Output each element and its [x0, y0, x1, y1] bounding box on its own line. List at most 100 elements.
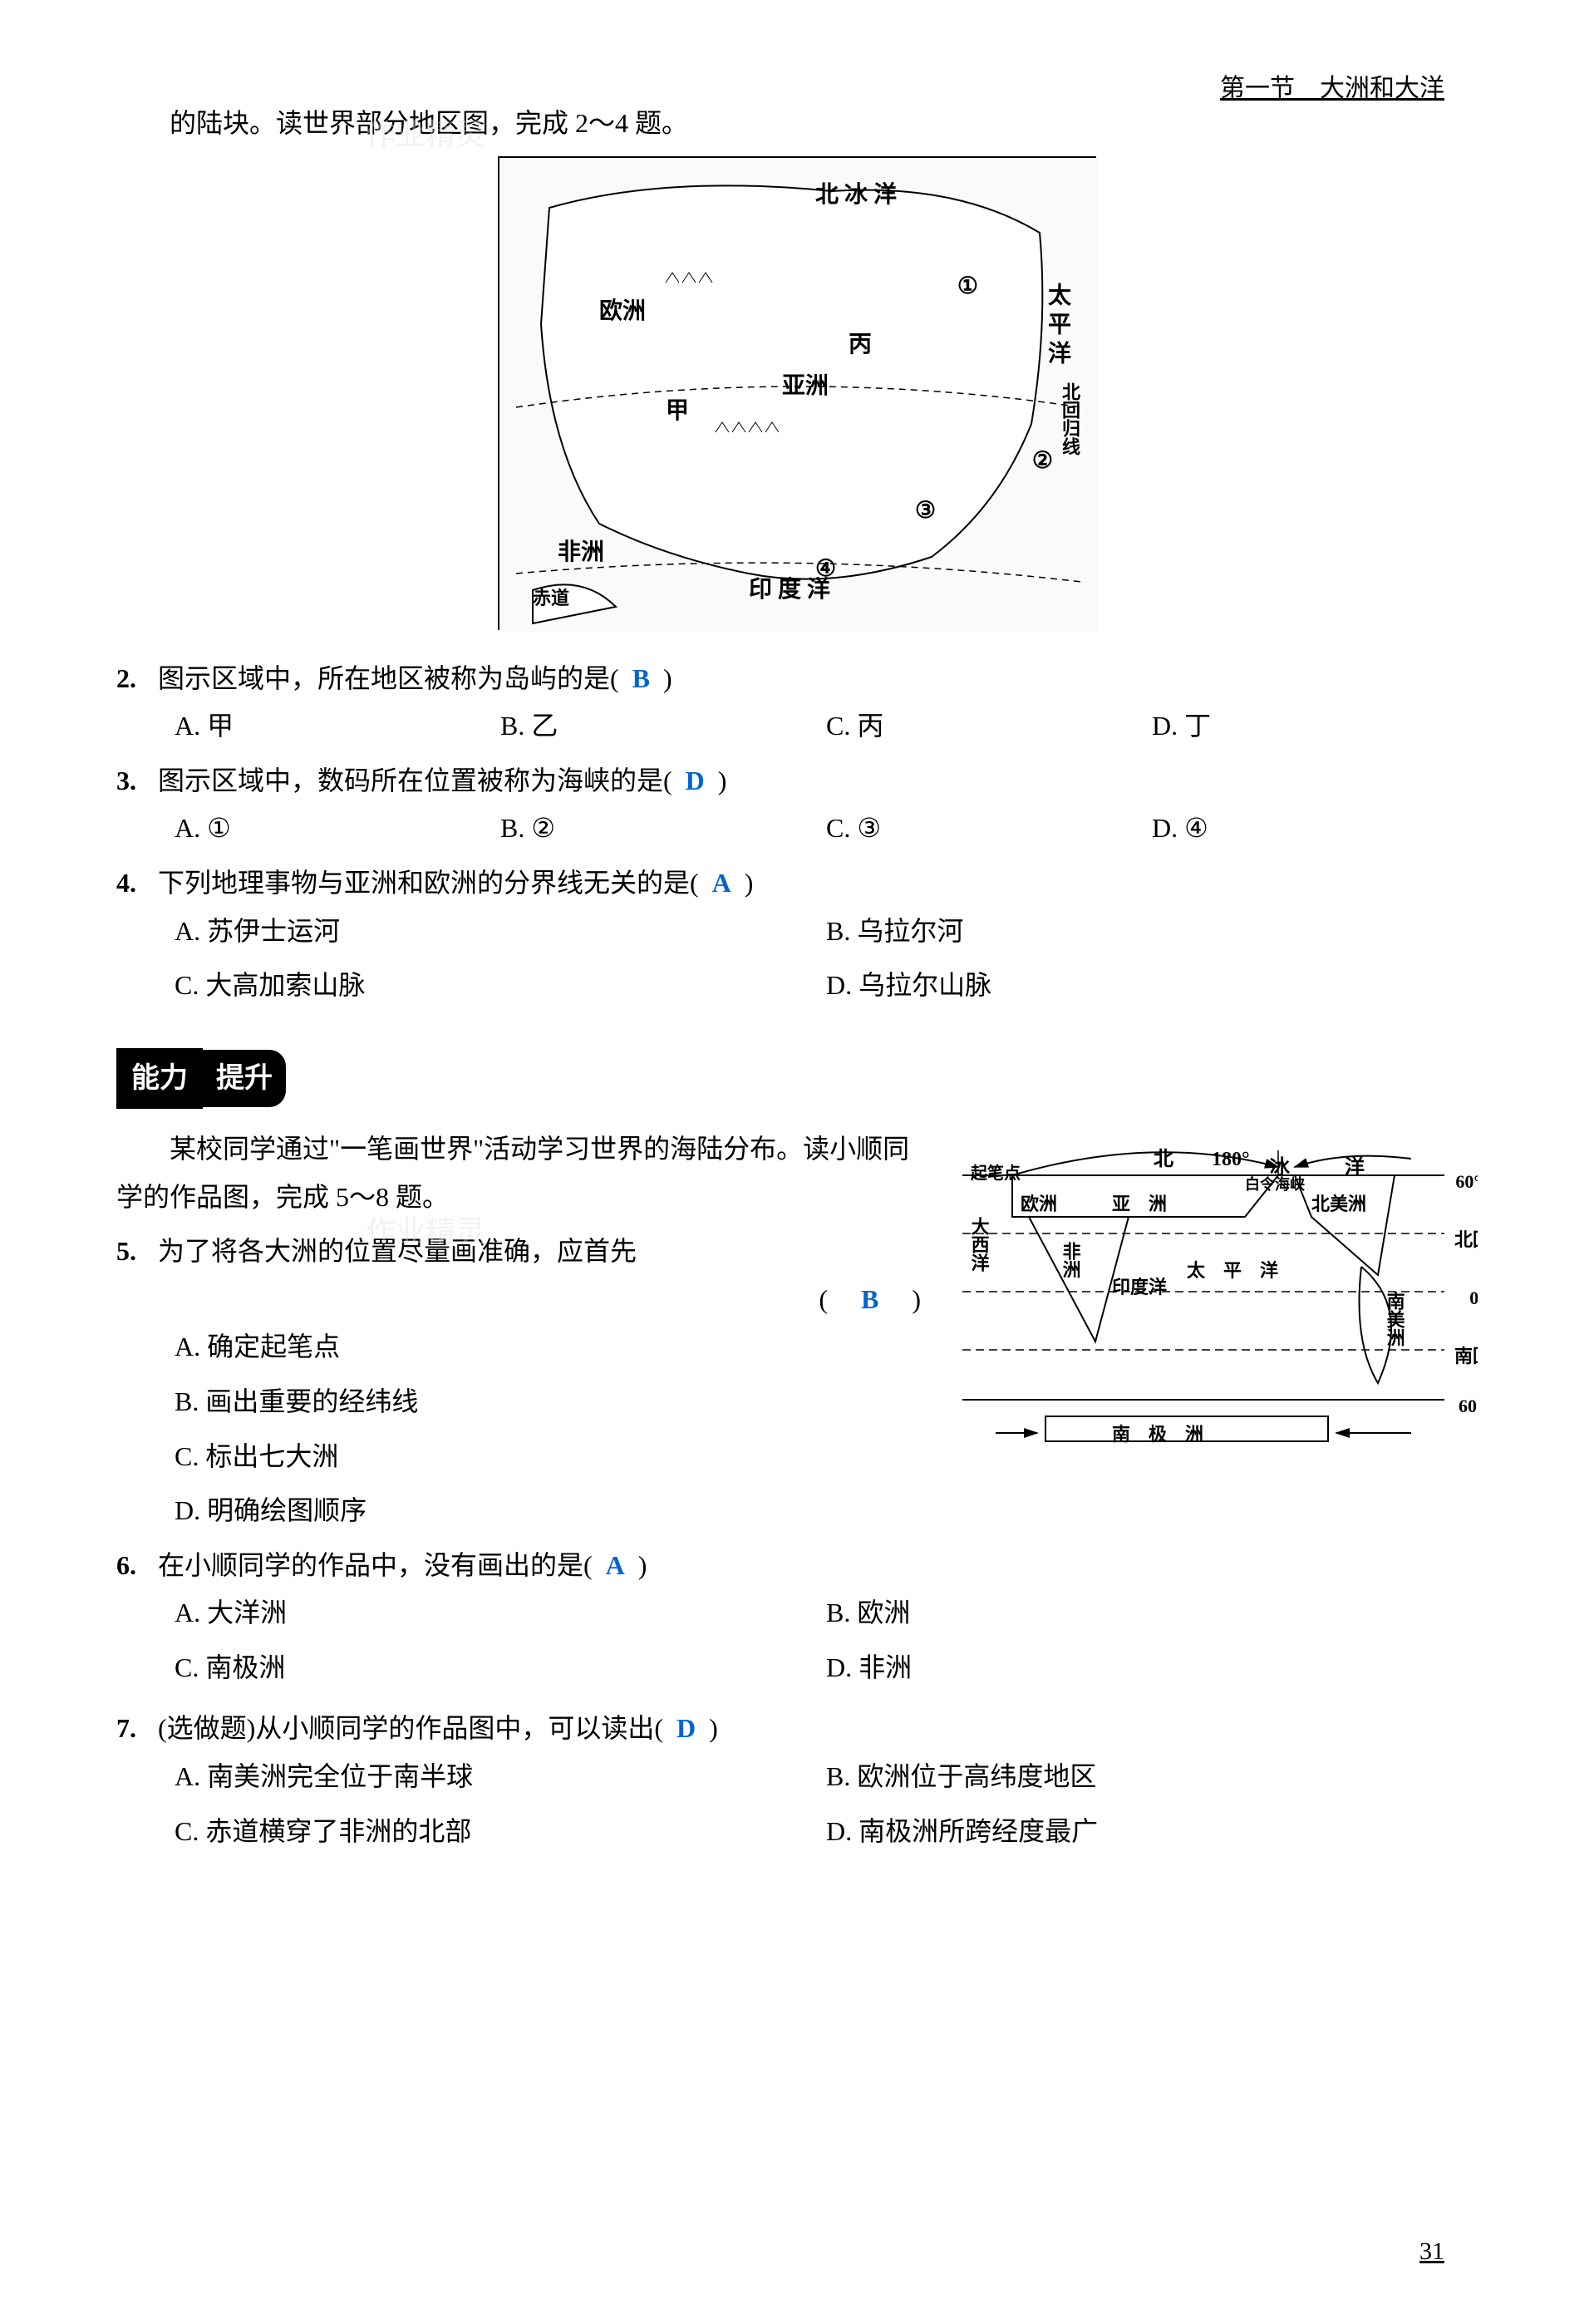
q4-close: ) [745, 868, 754, 898]
q6-number: 6. [116, 1542, 158, 1590]
m2-north: 北 [1154, 1142, 1173, 1178]
q6-text: 在小顺同学的作品中，没有画出的是( A ) [158, 1542, 1478, 1590]
q6-opt-c: C. 南极洲 [175, 1644, 826, 1692]
section2-wrap: 北 180° 冰 洋 60°N 北回归线 0° 南回归线 60°S 起笔点 欧洲… [116, 1125, 1478, 1542]
m2-lon180: 180° [1212, 1142, 1250, 1178]
q7-opt-d: D. 南极洲所跨经度最广 [826, 1808, 1478, 1856]
map-marker-4: ④ [815, 549, 836, 590]
question-7: 7. (选做题)从小顺同学的作品图中，可以读出( D ) A. 南美洲完全位于南… [116, 1705, 1478, 1862]
q2-opt-a: A. 甲 [175, 702, 500, 751]
m2-60n: 60°N [1455, 1165, 1478, 1199]
map-label-jia: 甲 [666, 391, 689, 432]
m2-ocean-n: 洋 [1345, 1150, 1365, 1186]
q3-opt-a: A. ① [175, 805, 500, 853]
map-label-pacific: 太 平 洋 [1036, 283, 1078, 364]
map-label-bing: 丙 [849, 324, 872, 366]
q6-opt-a: A. 大洋洲 [175, 1589, 826, 1637]
q4-opt-d: D. 乌拉尔山脉 [826, 962, 1478, 1010]
q2-answer: B [632, 663, 650, 693]
q4-opt-a: A. 苏伊士运河 [175, 908, 826, 956]
q3-stem: 图示区域中，数码所在位置被称为海峡的是( [158, 766, 672, 795]
q5-text: 为了将各大洲的位置尽量画准确，应首先 [158, 1228, 921, 1276]
map-marker-2: ② [1032, 441, 1053, 482]
question-4: 4. 下列地理事物与亚洲和欧洲的分界线无关的是( A ) A. 苏伊士运河 B.… [116, 859, 1478, 1017]
q3-number: 3. [116, 757, 158, 805]
q3-opt-c: C. ③ [826, 805, 1152, 853]
q6-opt-b: B. 欧洲 [826, 1589, 1478, 1637]
q5-opt-d: D. 明确绘图顺序 [175, 1487, 1478, 1535]
q7-opt-a: A. 南美洲完全位于南半球 [175, 1753, 826, 1801]
q2-text: 图示区域中，所在地区被称为岛屿的是( B ) [158, 655, 1478, 703]
ability-section-badge: 能力提升 [116, 1048, 286, 1109]
m2-equator: 0° [1469, 1282, 1478, 1315]
page-number: 31 [1419, 2229, 1444, 2274]
map-label-asia: 亚洲 [782, 366, 829, 407]
q7-opt-b: B. 欧洲位于高纬度地区 [826, 1753, 1478, 1801]
m2-tropic-n: 北回归线 [1454, 1224, 1478, 1257]
map-marker-3: ③ [915, 490, 936, 532]
q2-options: A. 甲 B. 乙 C. 丙 D. 丁 [116, 702, 1478, 751]
q5-answer: B [861, 1284, 878, 1314]
map-label-arctic: 北 冰 洋 [815, 175, 897, 216]
world-region-map: 北 冰 洋 欧洲 亚洲 丙 甲 非洲 赤道 太 平 洋 北回归线 印 度 洋 ①… [498, 156, 1096, 630]
m2-indian: 印度洋 [1112, 1271, 1167, 1304]
q2-number: 2. [116, 655, 158, 703]
m2-start: 起笔点 [971, 1159, 1021, 1189]
badge-part1: 能力 [116, 1048, 203, 1109]
chapter-header: 第一节 大洲和大洋 [1220, 66, 1444, 111]
m2-europe: 欧洲 [1021, 1188, 1057, 1221]
q4-text: 下列地理事物与亚洲和欧洲的分界线无关的是( A ) [158, 859, 1478, 908]
m2-africa: 非洲 [1054, 1242, 1087, 1278]
question-2: 2. 图示区域中，所在地区被称为岛屿的是( B ) A. 甲 B. 乙 C. 丙… [116, 655, 1478, 751]
q3-text: 图示区域中，数码所在位置被称为海峡的是( D ) [158, 757, 1478, 805]
map-label-equator: 赤道 [533, 582, 569, 615]
q2-opt-c: C. 丙 [826, 702, 1152, 751]
page-content: 的陆块。读世界部分地区图，完成 2～4 题。 北 冰 洋 欧洲 亚洲 丙 甲 非… [116, 100, 1478, 1862]
q6-close: ) [638, 1550, 647, 1580]
q4-answer: A [712, 868, 731, 898]
m2-antarctic: 南 极 洲 [1112, 1418, 1203, 1451]
question-3: 3. 图示区域中，数码所在位置被称为海峡的是( D ) A. ① B. ② C.… [116, 757, 1478, 853]
q2-opt-b: B. 乙 [500, 702, 826, 751]
q3-close: ) [718, 766, 727, 795]
q7-close: ) [709, 1713, 718, 1743]
q6-answer: A [606, 1550, 625, 1580]
q7-number: 7. [116, 1705, 158, 1753]
q7-text: (选做题)从小顺同学的作品图中，可以读出( D ) [158, 1705, 1478, 1753]
m2-bering: 白令海峡 [1245, 1171, 1305, 1198]
q2-close: ) [663, 663, 672, 693]
q4-number: 4. [116, 859, 158, 908]
q7-stem: (选做题)从小顺同学的作品图中，可以读出( [158, 1713, 663, 1743]
q4-opt-b: B. 乌拉尔河 [826, 908, 1478, 956]
q4-stem: 下列地理事物与亚洲和欧洲的分界线无关的是( [158, 868, 699, 898]
map-label-africa: 非洲 [558, 532, 604, 574]
q2-stem: 图示区域中，所在地区被称为岛屿的是( [158, 663, 619, 693]
q6-opt-d: D. 非洲 [826, 1644, 1478, 1692]
map-label-tropic: 北回归线 [1053, 382, 1086, 455]
q2-opt-d: D. 丁 [1152, 702, 1478, 751]
q7-answer: D [676, 1713, 696, 1743]
q6-options: A. 大洋洲 B. 欧洲 C. 南极洲 D. 非洲 [116, 1589, 1478, 1698]
map-label-europe: 欧洲 [599, 291, 646, 332]
q5-number: 5. [116, 1228, 158, 1276]
m2-atlantic: 大西洋 [962, 1217, 996, 1272]
m2-samerica: 南美洲 [1378, 1292, 1411, 1347]
m2-60s: 60°S [1459, 1390, 1478, 1423]
q6-stem: 在小顺同学的作品中，没有画出的是( [158, 1550, 593, 1580]
q3-opt-d: D. ④ [1152, 805, 1478, 853]
map-marker-1: ① [957, 266, 978, 308]
q3-answer: D [686, 766, 705, 795]
q4-options: A. 苏伊士运河 B. 乌拉尔河 C. 大高加索山脉 D. 乌拉尔山脉 [116, 908, 1478, 1017]
q7-opt-c: C. 赤道横穿了非洲的北部 [175, 1808, 826, 1856]
q4-opt-c: C. 大高加索山脉 [175, 962, 826, 1010]
question-6: 6. 在小顺同学的作品中，没有画出的是( A ) A. 大洋洲 B. 欧洲 C.… [116, 1542, 1478, 1699]
m2-asia: 亚 洲 [1112, 1188, 1167, 1221]
m2-namerica: 北美洲 [1311, 1188, 1366, 1221]
m2-pacific: 太 平 洋 [1187, 1254, 1278, 1288]
q3-options: A. ① B. ② C. ③ D. ④ [116, 805, 1478, 853]
m2-tropic-s: 南回归线 [1454, 1340, 1478, 1373]
one-stroke-world-map: 北 180° 冰 洋 60°N 北回归线 0° 南回归线 60°S 起笔点 欧洲… [946, 1125, 1478, 1458]
badge-part2: 提升 [203, 1050, 286, 1107]
q3-opt-b: B. ② [500, 805, 826, 853]
q7-options: A. 南美洲完全位于南半球 B. 欧洲位于高纬度地区 C. 赤道横穿了非洲的北部… [116, 1753, 1478, 1862]
